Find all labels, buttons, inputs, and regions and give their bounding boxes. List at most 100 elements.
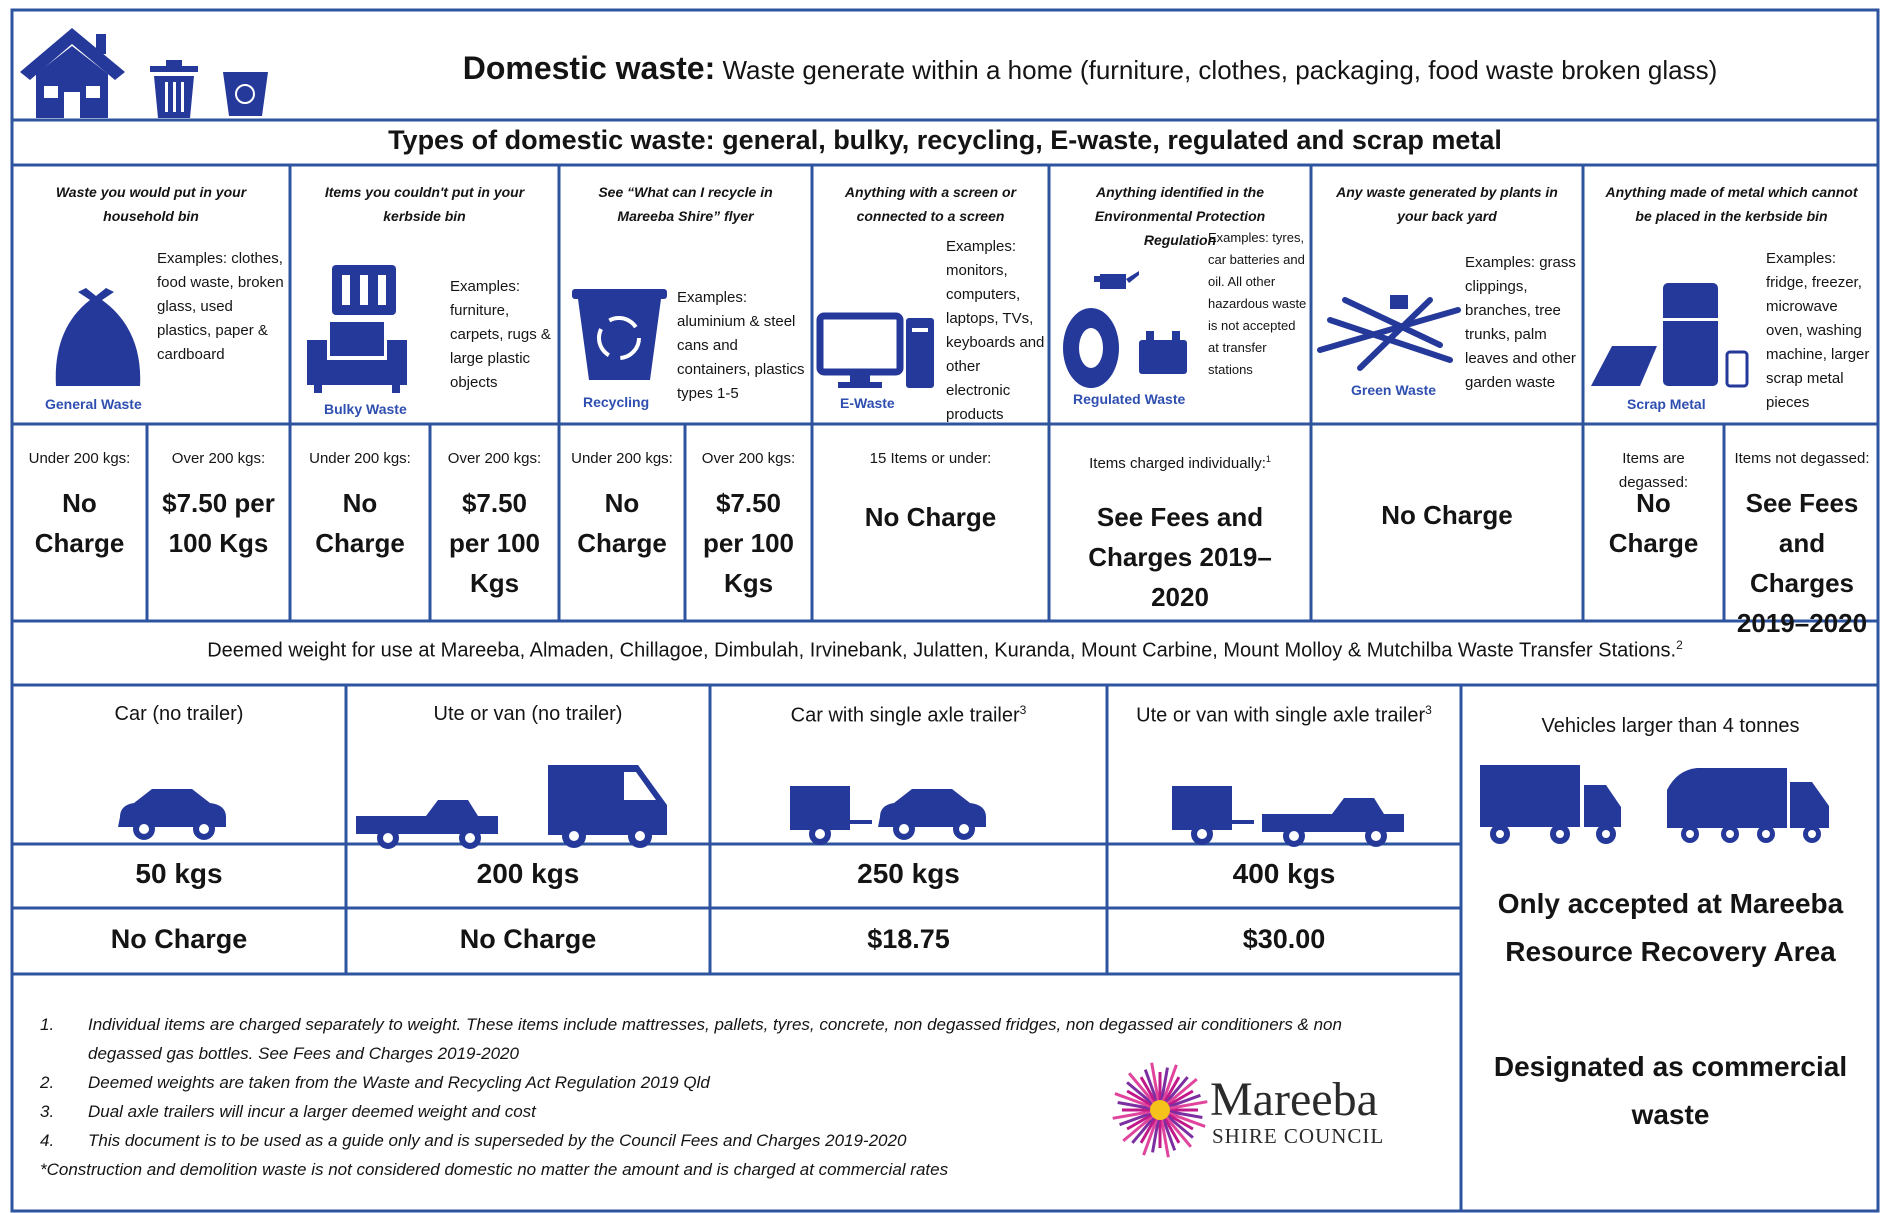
bin-handle	[166, 60, 182, 66]
footnote-text: Individual items are charged separately …	[88, 1010, 1408, 1068]
waste-guide: Domestic waste: Waste generate within a …	[0, 0, 1890, 1213]
charge-amount: See Fees and Charges 2019–2020	[1061, 497, 1299, 617]
slot	[912, 328, 928, 332]
hub	[959, 824, 969, 834]
win	[86, 86, 100, 98]
ute-body	[356, 800, 498, 834]
fridge	[1663, 283, 1718, 386]
category-label: General Waste	[45, 396, 142, 412]
truck-box	[1480, 765, 1580, 827]
footnote-number: 3.	[40, 1097, 54, 1126]
rim	[1079, 328, 1103, 368]
charge-note: Under 200 kgs:	[563, 447, 681, 471]
charge-note: Under 200 kgs:	[294, 447, 426, 471]
charge-amount: No Charge	[571, 483, 673, 563]
charge-amount: No Charge	[1595, 483, 1712, 563]
leg	[392, 385, 400, 393]
scrap-metal-icon	[1591, 283, 1747, 386]
green-waste-icon	[1320, 295, 1458, 368]
note-text: Under 200 kgs:	[571, 450, 673, 467]
deemed-ref: 2	[1676, 638, 1683, 652]
category-examples: Examples: aluminium & steel cans and con…	[677, 286, 808, 406]
category-examples: Examples: fridge, freezer, microwave ove…	[1766, 247, 1876, 415]
hub	[1197, 829, 1207, 839]
sofa	[307, 322, 407, 385]
hub	[1762, 830, 1770, 838]
cab	[1790, 782, 1829, 828]
footnote-number: 2.	[40, 1068, 54, 1097]
door	[64, 92, 80, 118]
category-examples: Examples: tyres, car batteries and oil. …	[1208, 227, 1307, 381]
recycle-bin	[223, 72, 268, 116]
header-title: Domestic waste: Waste generate within a …	[300, 50, 1880, 87]
vehicle-name: Vehicles larger than 4 tonnes	[1461, 715, 1880, 738]
rim	[572, 289, 667, 299]
charge-note: Items charged individually:1	[1053, 447, 1307, 476]
leg	[314, 385, 322, 393]
footnote-number: 4.	[40, 1126, 54, 1155]
logo-name: Mareeba	[1210, 1072, 1378, 1127]
vehicle-ref: 3	[1020, 703, 1027, 717]
footnote-text: This document is to be used as a guide o…	[88, 1126, 1408, 1155]
vehicle-ref: 3	[1425, 703, 1432, 717]
win	[44, 86, 58, 98]
note-text: Over 200 kgs:	[702, 450, 795, 467]
deemed-weight: 400 kgs	[1107, 858, 1461, 890]
ute-body	[1262, 798, 1404, 832]
deemed-weight: 250 kgs	[710, 858, 1107, 890]
note-text: Over 200 kgs:	[172, 450, 265, 467]
note-text: Items charged individually:	[1089, 455, 1266, 472]
car-trailer-icon	[790, 786, 986, 845]
hub	[383, 833, 393, 843]
bulky-waste-icon	[307, 265, 407, 393]
bin-rib	[165, 82, 168, 112]
stand	[850, 372, 870, 382]
construction-note: *Construction and demolition waste is no…	[40, 1155, 1440, 1184]
category-label: Regulated Waste	[1073, 391, 1185, 407]
category-label: Scrap Metal	[1627, 396, 1706, 412]
charge-note: Over 200 kgs:	[434, 447, 555, 471]
header-icons	[20, 28, 268, 118]
vehicle-charge: No Charge	[346, 924, 710, 955]
hub	[635, 831, 645, 841]
ute-van-icon	[356, 765, 667, 849]
e-waste-icon	[820, 316, 934, 388]
vehicle-note: Designated as commercial waste	[1481, 1043, 1860, 1139]
title-bold: Domestic waste:	[463, 50, 716, 86]
base	[838, 382, 882, 388]
recycling-icon	[572, 289, 667, 380]
deemed-note: Deemed weight for use at Mareeba, Almade…	[12, 638, 1878, 663]
note-ref: 1	[1266, 454, 1271, 464]
deemed-weight: 50 kgs	[12, 858, 346, 890]
note-text: Under 200 kgs:	[29, 450, 131, 467]
hub	[1289, 831, 1299, 841]
category-description: See “What can I recycle in Mareeba Shire…	[577, 180, 794, 228]
can	[1727, 352, 1747, 386]
drawer	[342, 275, 350, 305]
hub	[139, 824, 149, 834]
drawer	[378, 275, 386, 305]
hub	[1556, 830, 1564, 838]
note-text: Over 200 kgs:	[448, 450, 541, 467]
battery	[1139, 340, 1187, 374]
charge-note: Under 200 kgs:	[16, 447, 143, 471]
charge-amount: No Charge	[24, 483, 135, 563]
category-examples: Examples: monitors, computers, laptops, …	[946, 235, 1045, 427]
term	[1172, 331, 1180, 340]
monitor	[820, 316, 900, 372]
vehicle-name: Ute or van (no trailer)	[346, 703, 710, 726]
charge-amount: See Fees and Charges 2019–2020	[1736, 483, 1868, 643]
vehicle-label: Ute or van (no trailer)	[434, 703, 623, 725]
charge-amount: $7.50 per 100 Kgs	[159, 483, 278, 563]
bin	[578, 299, 661, 380]
vehicle-label: Ute or van with single axle trailer	[1136, 705, 1425, 727]
charge-note: Over 200 kgs:	[151, 447, 286, 471]
hitch	[850, 820, 872, 824]
general-waste-icon	[56, 288, 140, 386]
vehicle-name: Car (no trailer)	[12, 703, 346, 726]
charge-amount: No Charge	[824, 497, 1037, 537]
garbage-truck-icon	[1667, 768, 1829, 843]
category-examples: Examples: furniture, carpets, rugs & lar…	[450, 275, 555, 395]
hub	[899, 824, 909, 834]
charge-amount: $7.50 per 100 Kgs	[442, 483, 547, 603]
